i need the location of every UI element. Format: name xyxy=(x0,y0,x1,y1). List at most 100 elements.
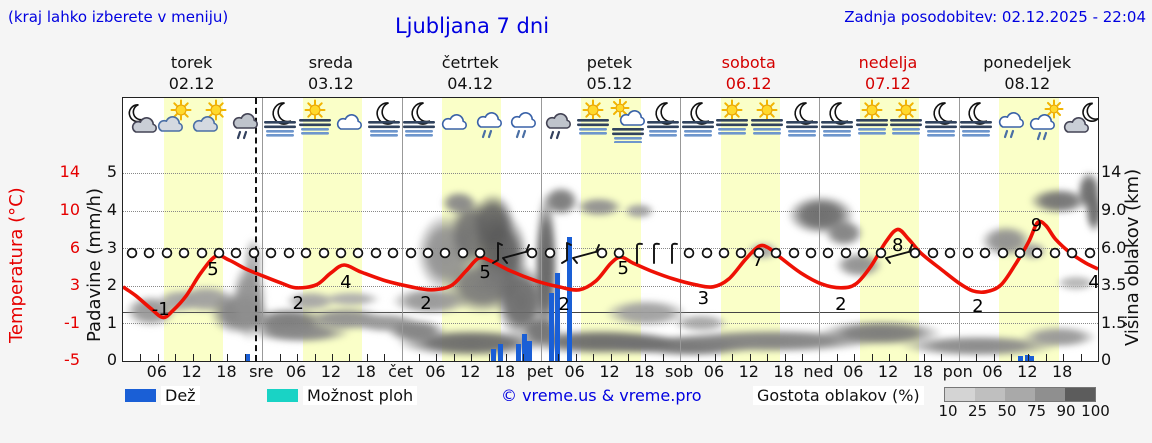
axis-tick: 2 xyxy=(106,275,117,294)
moon-fog-weather-icon xyxy=(263,102,296,137)
sun-cloud-weather-icon xyxy=(158,99,192,132)
time-tick-label: 12 xyxy=(599,362,620,381)
last-update-text: Zadnja posodobitev: 02.12.2025 - 22:04 xyxy=(844,8,1146,26)
moon-fog-weather-icon xyxy=(368,102,401,137)
density-tick-label: 90 xyxy=(1056,402,1076,420)
day-name: petek xyxy=(586,53,633,72)
gridline xyxy=(123,323,1098,325)
rain-bar xyxy=(245,353,251,361)
day-boundary-line xyxy=(680,98,682,361)
calm-wind-icon xyxy=(457,247,469,259)
day-date: 07.12 xyxy=(865,74,911,93)
time-minor-tick xyxy=(749,354,751,361)
time-minor-tick xyxy=(610,354,612,361)
time-minor-tick xyxy=(314,354,316,361)
wind-barb-icon xyxy=(670,242,678,264)
sun-fog-weather-icon xyxy=(577,99,610,135)
axis-tick: 3 xyxy=(106,238,117,257)
showers-legend-swatch xyxy=(267,389,298,402)
axis-tick: 6 xyxy=(69,238,80,257)
cloud-weather-icon xyxy=(441,114,467,130)
temperature-line xyxy=(123,219,1098,320)
time-minor-tick xyxy=(854,354,856,361)
time-minor-tick xyxy=(1045,354,1047,361)
moon-fog-weather-icon xyxy=(925,102,958,137)
temperature-line-svg xyxy=(123,219,1098,320)
wind-barb-icon xyxy=(491,242,503,264)
calm-wind-icon xyxy=(1049,247,1061,259)
sun-fog-weather-icon xyxy=(298,99,331,135)
calm-wind-icon xyxy=(213,247,225,259)
day-name: torek xyxy=(170,53,213,72)
cloud-blob xyxy=(543,186,579,216)
time-minor-tick xyxy=(906,354,908,361)
cloud-drizzle-weather-icon xyxy=(511,112,537,139)
rain-bar xyxy=(549,293,555,361)
time-tick-label: 06 xyxy=(425,362,446,381)
temperature-value-label: 2 xyxy=(420,292,432,314)
calm-wind-icon xyxy=(840,247,852,259)
day-abbr-label: sob xyxy=(665,362,694,381)
axis-tick: 6.0 xyxy=(1101,238,1127,257)
wind-barb-icon xyxy=(885,244,914,264)
temperature-value-label: 2 xyxy=(972,295,984,317)
time-tick-label: 12 xyxy=(1017,362,1038,381)
time-minor-tick xyxy=(767,354,769,361)
calm-wind-icon xyxy=(248,247,260,259)
cloud-drizzle-weather-icon xyxy=(476,112,502,139)
day-name: ponedeljek xyxy=(983,53,1072,72)
time-minor-tick xyxy=(645,354,647,361)
time-minor-tick xyxy=(923,354,925,361)
time-tick-label: 06 xyxy=(564,362,585,381)
daylight-band xyxy=(860,98,920,361)
day-date: 06.12 xyxy=(725,74,772,93)
temperature-value-label: 2 xyxy=(558,293,570,315)
calm-wind-icon xyxy=(422,247,434,259)
time-minor-tick xyxy=(506,354,508,361)
cloud-blob xyxy=(1021,326,1097,348)
time-minor-tick xyxy=(331,354,333,361)
time-minor-tick xyxy=(175,354,177,361)
wind-barb-icon xyxy=(571,244,600,264)
moon-fog-weather-icon xyxy=(960,102,993,137)
day-boundary-line xyxy=(262,98,264,361)
sun-fog-weather-icon xyxy=(716,99,749,135)
current-time-line xyxy=(254,98,257,361)
day-boundary-line xyxy=(819,98,821,361)
calm-wind-icon xyxy=(440,247,451,259)
density-tick-label: 75 xyxy=(1026,402,1047,420)
day-header-row: torek 02.12 sreda 03.12 četrtek 04.12 petek 05.… xyxy=(122,52,1097,97)
time-tick-label: 18 xyxy=(494,362,516,381)
cloud-blob xyxy=(386,319,446,343)
showers-legend-label: Možnost ploh xyxy=(303,386,418,405)
day-boundary-line xyxy=(958,98,960,361)
time-minor-tick xyxy=(418,354,420,361)
density-tick-label: 50 xyxy=(997,402,1017,420)
copyright-link[interactable]: © vreme.us & vreme.pro xyxy=(501,386,702,405)
day-date: 05.12 xyxy=(586,74,633,93)
temperature-value-label: -1 xyxy=(151,298,170,320)
time-minor-tick xyxy=(192,354,194,361)
time-minor-tick xyxy=(1028,354,1030,361)
time-minor-tick xyxy=(349,354,351,361)
sun-fog-weather-icon xyxy=(855,99,888,135)
temperature-value-label: 2 xyxy=(835,293,847,315)
day-abbr-label: ned xyxy=(803,362,834,381)
calm-wind-icon xyxy=(126,247,138,259)
calm-wind-icon xyxy=(596,247,608,259)
time-minor-tick xyxy=(871,354,873,361)
temperature-value-label: 5 xyxy=(479,261,491,283)
temperature-value-label: 3 xyxy=(697,287,710,309)
time-minor-tick xyxy=(279,354,281,361)
time-minor-tick xyxy=(366,354,368,361)
time-minor-tick xyxy=(227,354,229,361)
cloud-blob xyxy=(1056,275,1096,291)
calm-wind-icon xyxy=(231,247,242,259)
sun-cloud-fog-weather-icon xyxy=(610,99,645,143)
time-tick-label: 18 xyxy=(1051,362,1073,381)
gridline xyxy=(123,285,1098,287)
calm-wind-icon xyxy=(805,247,817,259)
calm-wind-icon xyxy=(387,247,399,259)
day-date: 02.12 xyxy=(168,74,215,93)
